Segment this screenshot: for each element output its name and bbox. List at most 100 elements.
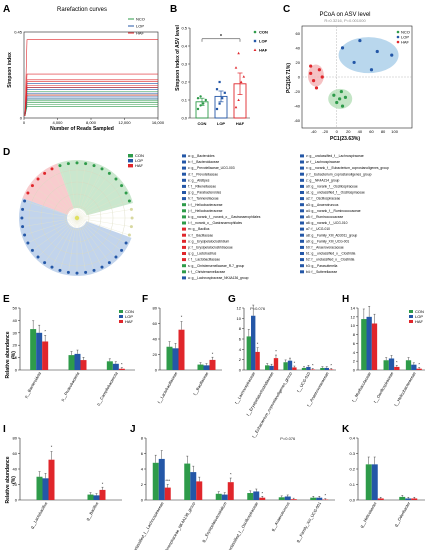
lefse-item-swatch bbox=[300, 245, 304, 249]
sig-mark: * bbox=[230, 471, 232, 476]
pcoa-point-haf bbox=[309, 71, 313, 75]
panel-c-xtick-label: 60 bbox=[369, 129, 374, 134]
rarefaction-curve-nco bbox=[24, 98, 158, 117]
lefse-item-label: n: f__Bacillaceae bbox=[188, 233, 213, 237]
legend-label-haf: HAF bbox=[136, 31, 145, 36]
data-point bbox=[202, 102, 205, 105]
x-tick-label: g__Bacillus bbox=[85, 501, 100, 521]
bar-haf bbox=[416, 368, 422, 370]
bar-haf bbox=[164, 487, 171, 500]
lefse-node bbox=[129, 207, 133, 211]
lefse-legend-label-haf: HAF bbox=[135, 163, 144, 168]
panel-a-xtick-label: 4,000 bbox=[52, 120, 63, 125]
x-tick-label: g__unclassified_f__Lachnospiraceae bbox=[127, 500, 165, 550]
lefse-node bbox=[107, 171, 111, 175]
bar-lop bbox=[253, 491, 260, 500]
panel-c-subtitle: R=0.3216, P=0.001000 bbox=[324, 18, 366, 23]
panel-b-ytick-label: 0.0 bbox=[181, 116, 187, 121]
bar-haf bbox=[178, 329, 185, 370]
panel-i-bars: 0 20 40 60 80 * g__Lactobacillus * g__Bacillus bbox=[13, 436, 122, 529]
data-point bbox=[234, 105, 238, 109]
bar-lop bbox=[172, 348, 179, 370]
bar-lop bbox=[221, 494, 228, 500]
lefse-item-label: t: f__Christensenellaceae bbox=[188, 270, 225, 274]
lefse-item-label: a5: f__Ruminococcaceae bbox=[306, 215, 343, 219]
bar-haf bbox=[292, 367, 297, 370]
lefse-item-swatch bbox=[182, 215, 186, 219]
panel-letter-f: F bbox=[142, 294, 148, 305]
lefse-node bbox=[30, 248, 34, 252]
y-tick-label: 0 bbox=[239, 368, 242, 373]
bar-con bbox=[197, 364, 204, 370]
bar-lop bbox=[36, 332, 43, 370]
lefse-item-label: j: f__Helicobacteraceae bbox=[187, 209, 223, 213]
legend-marker bbox=[253, 48, 257, 51]
y-tick-label: 20 bbox=[13, 343, 18, 348]
bar-lop bbox=[411, 364, 417, 370]
legend-label-lop: LOP bbox=[136, 24, 144, 29]
lefse-item-label: f: f__Rikenellaceae bbox=[188, 185, 216, 189]
y-tick-label: 8 bbox=[141, 436, 144, 441]
lefse-branch bbox=[37, 178, 78, 219]
panel-g-bars: 024681012*f__Lachnospiraceae*f__Erysipel… bbox=[234, 304, 336, 439]
lefse-branch bbox=[76, 217, 110, 263]
lefse-item-label: a0: g__norank_f__Oscillospiraceae bbox=[306, 185, 358, 189]
lefse-node bbox=[43, 171, 47, 175]
pcoa-point-lop bbox=[352, 60, 356, 65]
lefse-item-swatch bbox=[182, 252, 186, 255]
legend-label-nco: NCO bbox=[136, 17, 145, 22]
y-tick-label: 4 bbox=[353, 350, 356, 355]
panel-a-xlabel: Number of Reads Sampled bbox=[50, 126, 114, 132]
panel-e-bars: 0 10 20 30 40 50 * p__Bacteroidota p__Proteobact… bbox=[13, 306, 135, 406]
panel-b-xtick-label: HAF bbox=[236, 121, 245, 126]
legend-label-con: CON bbox=[259, 30, 268, 35]
bar-haf bbox=[259, 497, 266, 500]
x-tick-label: f__Bacillaceae bbox=[192, 370, 210, 396]
lefse-item-label: a2: f__Oscillospiraceae bbox=[306, 197, 340, 201]
data-point bbox=[223, 91, 226, 94]
lefse-branch bbox=[76, 217, 122, 251]
lefse-item-label: i: f__Helicobacteraceae bbox=[188, 203, 223, 207]
lefse-item-label: a: g__Bacteroides bbox=[188, 154, 215, 158]
x-tick-label: f__Lactobacillaceae bbox=[156, 370, 178, 404]
panel-c-xtick-label: -20 bbox=[322, 129, 329, 134]
y-tick-label: 80 bbox=[153, 306, 158, 311]
panel-a-xtick-label: 0 bbox=[23, 120, 26, 125]
lefse-item-swatch bbox=[182, 154, 186, 158]
legend-label-haf: HAF bbox=[259, 48, 268, 53]
lefse-item-swatch bbox=[300, 252, 304, 255]
panel-a-rarefaction: Rarefaction curves Number of Reads Sampl… bbox=[7, 7, 165, 132]
lefse-item-label: u: g__Lachnospiraceae_NK4A136_group bbox=[188, 276, 249, 280]
panel-c-ytick-label: 0 bbox=[298, 75, 301, 80]
sig-mark: * bbox=[44, 328, 46, 333]
y-tick-label: 30 bbox=[13, 330, 18, 335]
lefse-node bbox=[50, 265, 54, 269]
legend-label-haf: HAF bbox=[415, 319, 424, 324]
bar-haf bbox=[255, 351, 260, 370]
lefse-item-swatch bbox=[300, 233, 304, 237]
lefse-item-swatch bbox=[300, 239, 304, 243]
sig-bracket bbox=[201, 38, 241, 42]
x-tick-label: f__Helicobacteraceae bbox=[393, 370, 417, 407]
lefse-node bbox=[23, 199, 27, 203]
lefse-item-swatch bbox=[182, 221, 186, 225]
lefse-node bbox=[43, 261, 47, 265]
lefse-branch bbox=[76, 217, 132, 227]
lefse-item-swatch bbox=[182, 264, 186, 268]
legend-label-lop: LOP bbox=[415, 314, 423, 319]
pcoa-point-lop bbox=[390, 53, 394, 57]
bar-lop bbox=[74, 353, 81, 370]
lefse-item-swatch bbox=[182, 239, 186, 243]
panel-c-xtick-label: -40 bbox=[311, 129, 318, 134]
lefse-legend-swatch-lop bbox=[128, 159, 133, 163]
lefse-branch bbox=[76, 217, 130, 236]
lefse-item-label: a1: g__unclassified_f__Oscillospiraceae bbox=[306, 191, 365, 195]
ellipse-haf bbox=[307, 64, 324, 87]
y-tick-label: 0.3 bbox=[349, 451, 355, 456]
lefse-item-swatch bbox=[182, 270, 186, 274]
lefse-node bbox=[36, 177, 40, 181]
legend-label-lop: LOP bbox=[125, 314, 133, 319]
bar-haf bbox=[196, 481, 203, 500]
panel-letter-e: E bbox=[3, 294, 10, 305]
